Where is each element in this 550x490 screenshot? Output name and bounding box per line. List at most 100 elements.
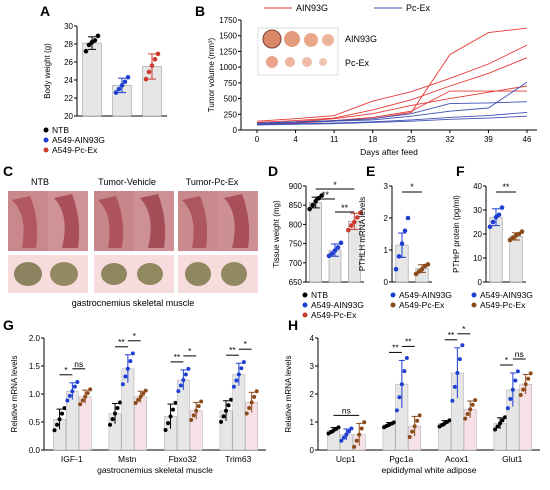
sig-label: ** bbox=[392, 342, 399, 352]
data-point bbox=[490, 219, 496, 225]
data-point bbox=[52, 428, 57, 433]
data-point bbox=[119, 83, 125, 88]
data-point bbox=[70, 389, 75, 394]
series-line bbox=[256, 44, 528, 122]
chart-muscle-mrna: 0.0 0.5 1.0 1.5 2.0 Relative mRNA levels IGF-1… bbox=[10, 331, 266, 475]
data-point bbox=[149, 63, 155, 68]
data-point bbox=[83, 48, 89, 54]
y-tick-label: 2 bbox=[384, 214, 389, 223]
photo-row-label-pcex: Pc-Ex bbox=[345, 58, 370, 68]
legend-label: A549-Pc-Ex bbox=[480, 300, 526, 310]
data-point bbox=[155, 51, 161, 57]
bar bbox=[509, 236, 523, 283]
data-point bbox=[405, 215, 411, 221]
data-point bbox=[141, 391, 146, 396]
data-point bbox=[396, 254, 402, 259]
y-axis-title: PTHLH mRNA levels bbox=[358, 197, 367, 271]
data-point bbox=[88, 387, 93, 392]
y-axis-title: Tumor volume (mm³) bbox=[207, 37, 216, 112]
data-point bbox=[346, 429, 351, 434]
data-point bbox=[115, 406, 120, 411]
data-point bbox=[394, 408, 399, 413]
y-tick-label: 500 bbox=[224, 95, 238, 104]
x-tick-label: 32 bbox=[445, 135, 454, 144]
data-point bbox=[404, 356, 409, 361]
data-point bbox=[513, 378, 518, 383]
y-tick-label: 4 bbox=[310, 334, 315, 343]
data-point bbox=[143, 388, 148, 393]
data-point bbox=[410, 429, 415, 434]
sig-label: ** bbox=[341, 203, 349, 213]
y-tick-label: 0.0 bbox=[29, 446, 41, 455]
legend-label: Pc-Ex bbox=[406, 3, 431, 13]
x-tick-label: Ucp1 bbox=[336, 454, 356, 464]
x-tick-label: Mstn bbox=[118, 454, 137, 464]
data-point bbox=[181, 378, 186, 382]
sig-label: * bbox=[64, 365, 68, 375]
data-point bbox=[122, 79, 128, 85]
data-point bbox=[166, 421, 171, 426]
data-point bbox=[450, 398, 455, 403]
legend-label: NTB bbox=[311, 290, 328, 300]
y-tick-label: 0.5 bbox=[29, 418, 41, 427]
y-tick-label: 28 bbox=[64, 40, 73, 49]
data-point bbox=[146, 69, 152, 75]
data-point bbox=[399, 382, 404, 387]
data-point bbox=[75, 379, 80, 384]
data-point bbox=[191, 413, 196, 418]
chart-pthlh-mrna: 0 1 2 3 PTHLH mRNA levels * bbox=[358, 182, 432, 287]
y-axis-title: PTHrP protein (pg/ml) bbox=[452, 195, 461, 273]
data-point bbox=[355, 215, 360, 220]
data-point bbox=[397, 395, 402, 400]
data-point bbox=[136, 397, 141, 402]
panel-letter-d: D bbox=[268, 163, 278, 179]
data-point bbox=[417, 413, 422, 418]
data-point bbox=[319, 193, 324, 198]
data-point bbox=[234, 378, 239, 383]
y-tick-label: 1.5 bbox=[29, 362, 41, 371]
data-point bbox=[457, 357, 462, 362]
data-point bbox=[85, 391, 90, 396]
panel-letter-b: B bbox=[195, 3, 205, 19]
data-point bbox=[67, 393, 72, 398]
data-point bbox=[329, 251, 335, 256]
y-tick-label: 3 bbox=[310, 362, 315, 371]
data-point bbox=[194, 408, 199, 413]
x-tick-label: Trim63 bbox=[225, 454, 251, 464]
data-point bbox=[335, 245, 341, 250]
data-point bbox=[515, 369, 520, 374]
data-point bbox=[133, 400, 138, 405]
data-point bbox=[57, 417, 62, 422]
data-point bbox=[313, 199, 318, 204]
data-point bbox=[186, 366, 191, 371]
y-tick-label: 750 bbox=[224, 79, 238, 88]
data-point bbox=[199, 399, 204, 404]
data-point bbox=[358, 210, 363, 216]
data-point bbox=[500, 418, 505, 423]
data-point bbox=[359, 426, 364, 431]
data-point bbox=[402, 228, 408, 234]
data-point bbox=[236, 372, 241, 377]
sig-label: ns bbox=[74, 359, 83, 369]
data-point bbox=[499, 205, 505, 210]
x-tick-label: Acox1 bbox=[445, 454, 469, 464]
y-tick-label: 3 bbox=[384, 182, 389, 191]
legend-marker bbox=[43, 137, 49, 143]
data-point bbox=[415, 418, 420, 423]
y-tick-label: 0 bbox=[478, 278, 483, 287]
legend-label: A549-AIN93G bbox=[311, 300, 364, 310]
x-tick-label: Glut1 bbox=[502, 454, 523, 464]
data-point bbox=[60, 411, 65, 416]
y-tick-label: 0 bbox=[384, 278, 389, 287]
sig-label: ** bbox=[229, 345, 236, 355]
data-point bbox=[219, 419, 224, 424]
panel-letter-c: C bbox=[3, 163, 13, 179]
y-tick-label: 650 bbox=[289, 278, 303, 287]
x-tick-label: 11 bbox=[330, 135, 339, 144]
data-point bbox=[419, 266, 425, 272]
